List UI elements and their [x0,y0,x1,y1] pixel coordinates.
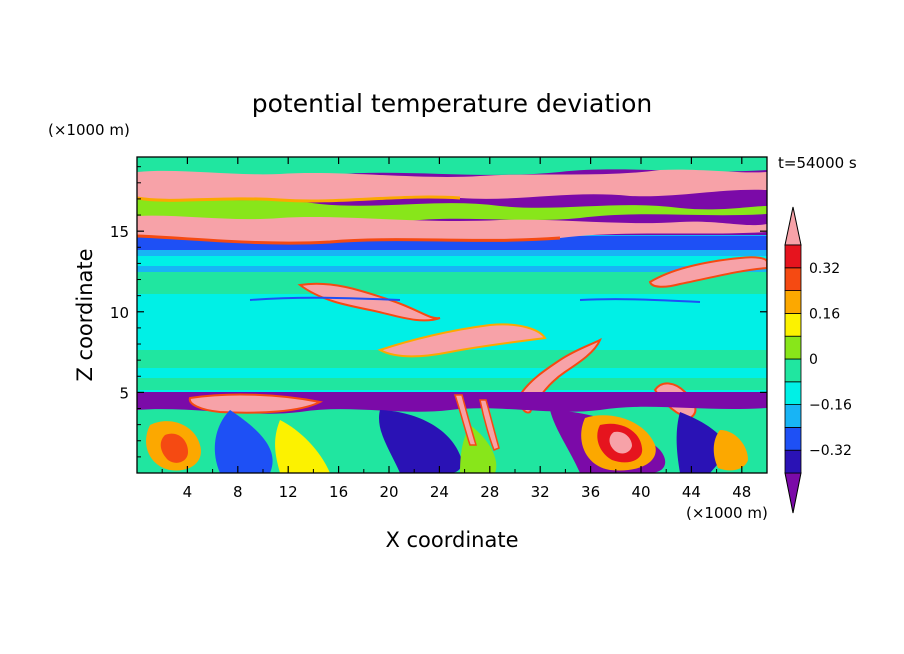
colorbar-swatch [784,335,802,360]
x-ticks: 4 8 12 16 20 24 28 32 36 40 44 48 [161,157,751,501]
x-tick-label: 48 [732,483,751,501]
x-tick-label: 12 [279,483,298,501]
colorbar-swatch [784,358,802,383]
x-tick-label: 20 [379,483,398,501]
x-axis-label: X coordinate [385,528,518,552]
colorbar-swatch [784,267,802,291]
bl-right-orange [713,430,748,471]
x-unit-label: (×1000 m) [686,504,768,522]
y-unit-label: (×1000 m) [48,121,130,139]
bl-yellow-1 [275,420,330,473]
bl-blue-1 [214,410,273,473]
colorbar-swatch [784,312,802,337]
layer-upper-cyan [137,256,767,266]
plot-area [137,157,767,473]
colorbar-tick-label: 0.16 [809,306,840,322]
time-label: t=54000 s [778,154,857,172]
colorbar-tick-label: −0.16 [809,398,852,414]
bl-pink-plumes [453,394,500,451]
colorbar-tick-label: −0.32 [809,443,852,459]
top-band-red-edges [137,234,561,245]
inversion-pink [188,393,324,414]
x-tick-label: 44 [682,483,701,501]
bl-red-1-core [160,433,188,463]
colorbar-swatch [784,426,802,451]
y-tick-label: 15 [110,223,129,241]
y-tick-label: 5 [119,384,129,402]
top-band-orange-edges [137,195,461,203]
layer-band-green-1 [137,272,767,294]
bl-purple-1 [379,410,462,473]
upper-right-plume [648,256,767,288]
colorbar-swatch [784,381,802,405]
colorbar-extend-bottom [784,472,802,514]
x-tick-label: 28 [480,483,499,501]
y-axis-label: Z coordinate [73,248,97,381]
colorbar-tick-label: 0 [809,352,818,368]
colorbar: 0.32 0.16 0 −0.16 −0.32 [784,206,852,514]
mid-dark-streak [249,296,701,303]
x-tick-label: 8 [233,483,243,501]
x-tick-label: 40 [631,483,650,501]
mid-plume-3 [377,323,547,358]
colorbar-swatch [784,290,802,314]
chart-title: potential temperature deviation [252,89,652,118]
mid-plume-1 [297,282,441,322]
plot-frame [136,156,768,474]
x-tick-label: 36 [581,483,600,501]
x-tick-label: 24 [430,483,449,501]
colorbar-swatch [784,449,802,474]
layer-band-green-3 [137,378,767,390]
top-band-pink-1 [137,169,767,201]
y-tick-label: 10 [110,304,129,322]
x-tick-label: 4 [183,483,193,501]
colorbar-swatch [784,404,802,428]
top-band-pink-2 [137,215,767,244]
bl-red-2-pink [609,431,632,454]
colorbar-extend-top [784,206,802,246]
x-tick-label: 16 [329,483,348,501]
layer-band-green-2 [137,350,767,368]
x-tick-label: 32 [531,483,550,501]
top-band-mixed [137,157,767,178]
colorbar-tick-label: 0.32 [809,261,840,277]
y-ticks: 5 10 15 [110,166,767,458]
colorbar-swatch [784,244,802,269]
